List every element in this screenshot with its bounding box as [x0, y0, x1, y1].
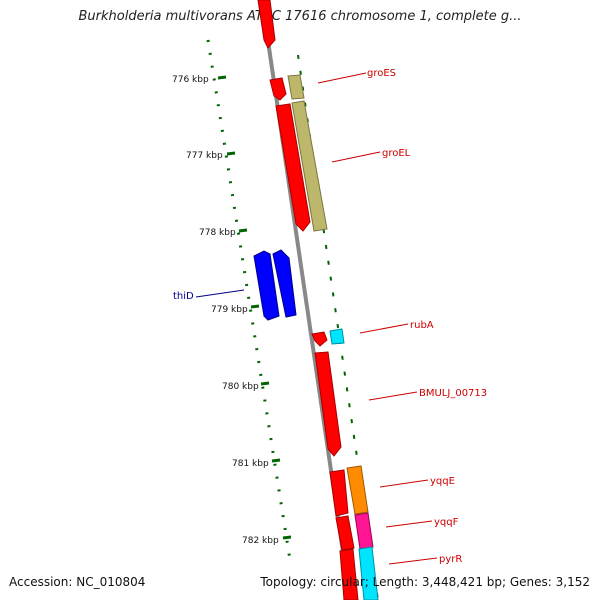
leader-groes — [317, 72, 367, 84]
gene-groel-khaki — [291, 100, 328, 232]
map-title: Burkholderia multivorans ATCC 17616 chro… — [78, 9, 522, 24]
gene-groes-arrow — [269, 77, 287, 101]
gene-label-pyrr[interactable]: pyrR — [439, 554, 462, 565]
gene-yqqe-red — [329, 469, 349, 517]
tick-label-781: 781 kbp — [232, 459, 269, 469]
gene-features — [253, 0, 379, 600]
gene-pyrr-cyan — [358, 546, 379, 600]
gene-label-bmulj[interactable]: BMULJ_00713 — [419, 388, 487, 399]
gene-label-ruba[interactable]: rubA — [410, 320, 434, 331]
gene-label-thid[interactable]: thiD — [173, 291, 194, 302]
tick-label-782: 782 kbp — [242, 536, 279, 546]
tick-782 — [282, 535, 292, 540]
gene-bmulj-arrow — [314, 351, 342, 457]
tick-781 — [271, 458, 281, 463]
tick-marks — [217, 75, 292, 540]
tick-label-777: 777 kbp — [186, 151, 223, 161]
leader-ruba — [359, 323, 409, 334]
tick-label-778: 778 kbp — [199, 228, 236, 238]
gene-ruba-cyan — [329, 328, 345, 345]
accession-label: Accession: NC_010804 — [9, 575, 146, 589]
gene-thid-arrow-2 — [272, 249, 297, 318]
gene-label-groel[interactable]: groEL — [382, 148, 411, 159]
topology-label: Topology: circular; Length: 3,448,421 bp… — [260, 575, 590, 589]
gene-label-yqqe[interactable]: yqqE — [430, 476, 455, 487]
tick-label-780: 780 kbp — [222, 382, 259, 392]
tick-labels: 776 kbp 777 kbp 778 kbp 779 kbp 780 kbp … — [172, 75, 279, 546]
gene-groel-arrow — [275, 103, 311, 232]
gene-label-yqqf[interactable]: yqqF — [434, 517, 459, 528]
gene-ruba-arrow — [311, 331, 328, 347]
gene-top-fragment — [257, 0, 276, 49]
outer-dotted-line — [297, 54, 379, 600]
gene-thid-arrow-1 — [253, 250, 280, 321]
tick-779 — [250, 304, 260, 309]
tick-776 — [217, 75, 227, 80]
leader-groel — [331, 151, 381, 163]
gene-labels: groES groEL thiD rubA BMULJ_00713 yqqE y… — [173, 68, 487, 565]
gene-pyrr-red — [339, 548, 359, 600]
tick-label-776: 776 kbp — [172, 75, 209, 85]
gene-yqqf-red — [335, 515, 355, 551]
tick-780 — [260, 381, 270, 386]
label-lines — [195, 72, 438, 565]
tick-label-779: 779 kbp — [211, 305, 248, 315]
gene-groes-khaki — [287, 74, 305, 100]
tick-778 — [238, 228, 248, 233]
leader-bmulj — [368, 391, 418, 401]
gene-label-groes[interactable]: groES — [367, 68, 396, 79]
leader-yqqf — [385, 520, 433, 528]
leader-thid — [195, 289, 245, 298]
leader-yqqe — [379, 479, 429, 488]
tick-777 — [226, 151, 236, 156]
gene-yqqf-magenta — [354, 512, 374, 550]
leader-pyrr — [388, 557, 438, 565]
gene-yqqe-orange — [346, 465, 369, 515]
